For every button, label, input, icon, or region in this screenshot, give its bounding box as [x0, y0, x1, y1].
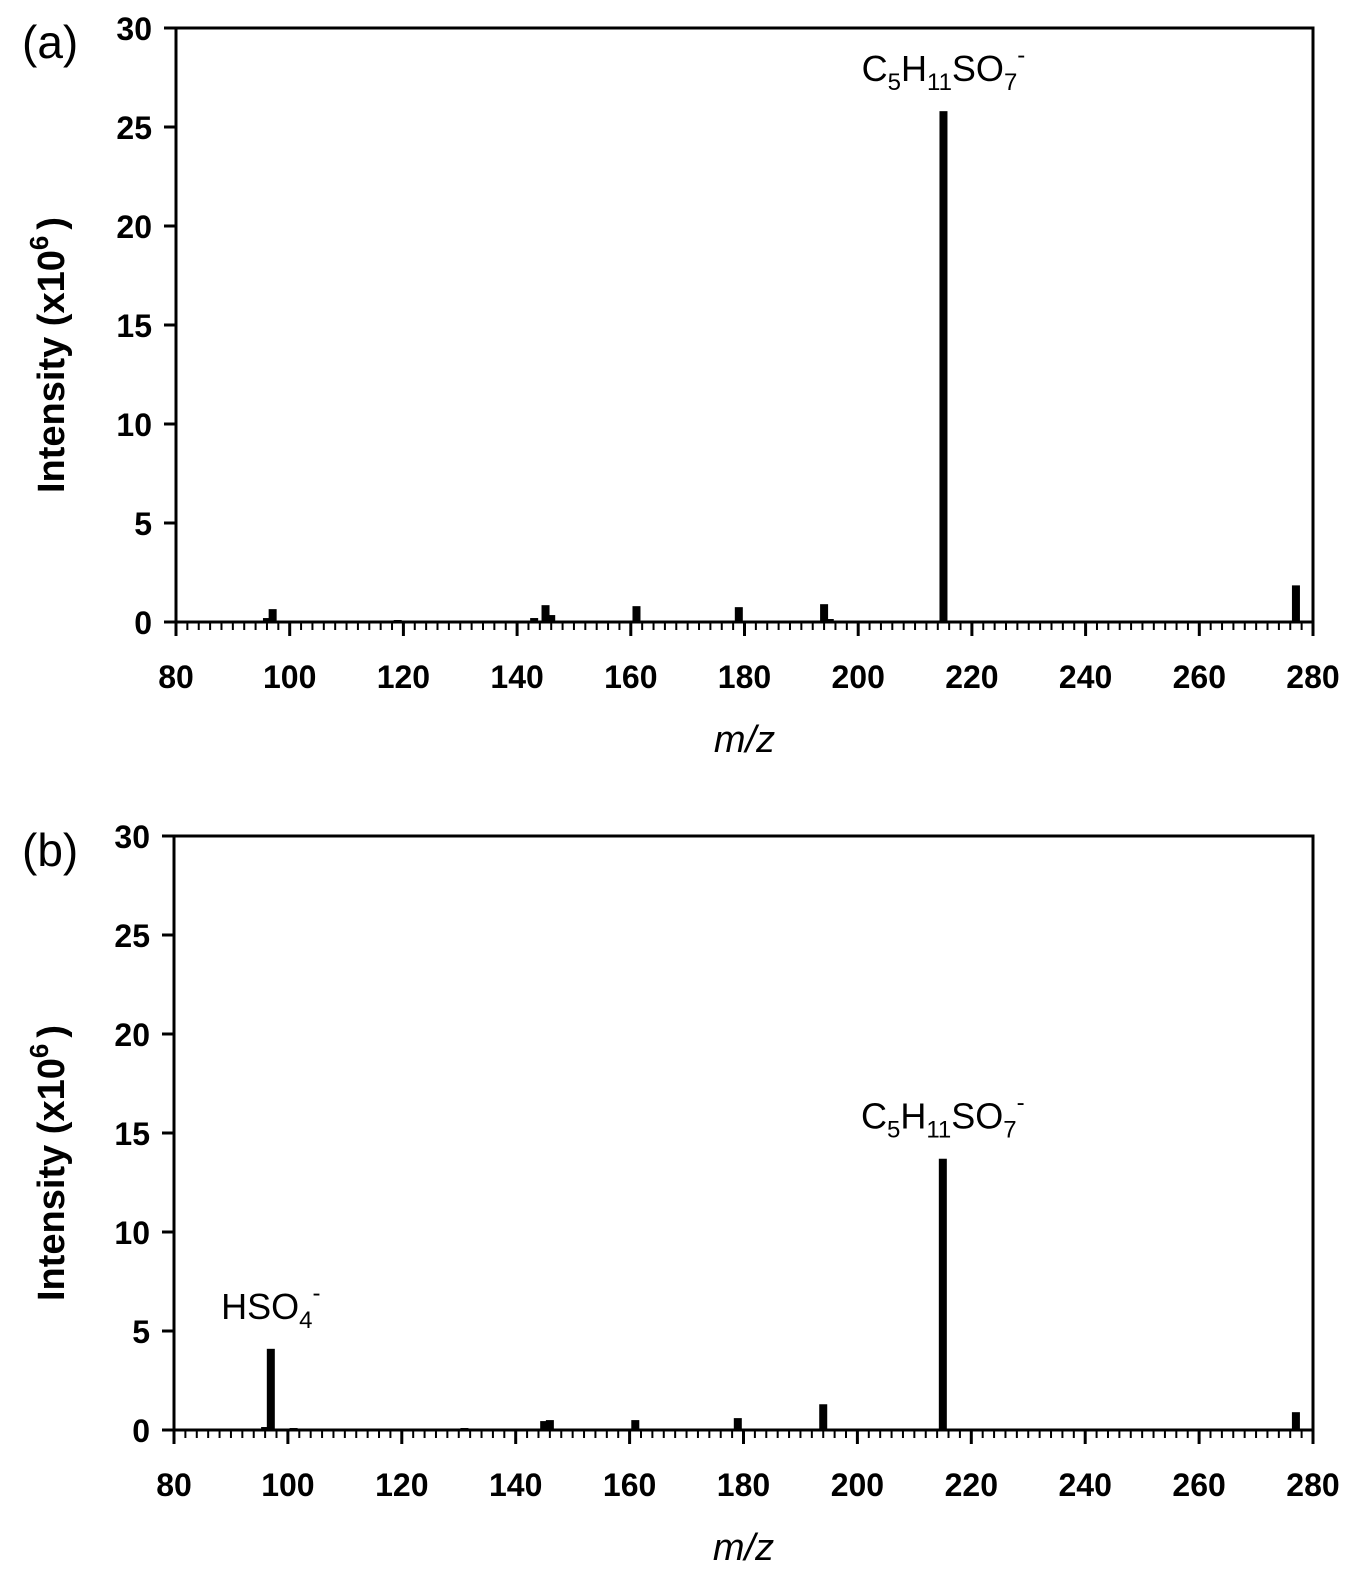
x-tick-label: 200 — [832, 659, 885, 695]
panel-a: 80 100 120 140 160 180 200 220 240 260 280 0 5 10 15 20… — [22, 11, 1340, 761]
peak-annotation: HSO4- — [221, 1280, 320, 1334]
annotation-part: HSO — [221, 1286, 299, 1327]
y-axis-title-exponent: 6 — [24, 1044, 54, 1058]
annotation-part: H — [901, 48, 927, 89]
annotation-part: - — [313, 1280, 321, 1307]
peak-bar — [825, 619, 834, 622]
annotation-part: 5 — [887, 1117, 900, 1144]
peak-bar — [540, 1421, 549, 1430]
annotation-part: 7 — [1003, 1117, 1016, 1144]
y-tick-label: 0 — [132, 1413, 150, 1449]
panel-b: 80 100 120 140 160 180 200 220 240 260 280 0 5 10 15 20… — [22, 819, 1340, 1569]
x-tick-label: 220 — [945, 1467, 998, 1503]
peak-bar — [261, 1427, 270, 1430]
panel-label: (a) — [22, 16, 78, 68]
y-tick-label: 0 — [134, 605, 152, 641]
peak-annotation: C5H11SO7- — [862, 42, 1026, 96]
annotation-part: 11 — [927, 69, 952, 96]
x-tick-label: 120 — [375, 1467, 428, 1503]
annotation-part: 5 — [888, 69, 901, 96]
peak-bar — [939, 111, 948, 622]
x-tick-label: 260 — [1173, 659, 1226, 695]
x-tick-label: 80 — [156, 1467, 192, 1503]
peak-bar — [632, 606, 641, 622]
annotation-part: - — [1017, 42, 1025, 69]
x-tick-label: 140 — [490, 659, 543, 695]
x-tick-label: 160 — [603, 1467, 656, 1503]
x-tick-label: 280 — [1286, 659, 1339, 695]
peak-bar — [820, 604, 829, 622]
y-tick-label: 20 — [116, 209, 152, 245]
y-tick-label: 30 — [116, 11, 152, 47]
y-axis-title: Intensity (x106) — [24, 217, 73, 493]
peak-bar — [262, 618, 271, 622]
peak-bar — [545, 1420, 554, 1430]
peak-bar — [266, 1348, 275, 1430]
annotation-part: 4 — [299, 1307, 312, 1334]
peak-bar — [819, 1404, 828, 1430]
peak-bar — [530, 618, 539, 622]
x-tick-label: 280 — [1286, 1467, 1339, 1503]
y-axis-title-text: Intensity (x10 — [31, 250, 73, 493]
y-axis-title-text: Intensity (x10 — [31, 1058, 73, 1301]
peak-bar — [733, 1418, 742, 1430]
plot-frame — [174, 26, 1315, 624]
x-tick-label: 100 — [263, 659, 316, 695]
peak-annotation: C5H11SO7- — [861, 1090, 1025, 1144]
y-tick-label: 10 — [114, 1215, 150, 1251]
peak-bar — [289, 1428, 298, 1430]
peak-bar — [938, 1158, 947, 1430]
peak-bar — [460, 1428, 469, 1430]
x-tick-label: 220 — [945, 659, 998, 695]
annotation-part: H — [900, 1096, 926, 1137]
y-tick-label: 20 — [114, 1017, 150, 1053]
annotation-part: C — [861, 1096, 887, 1137]
x-tick-label: 180 — [717, 1467, 770, 1503]
y-tick-label: 5 — [134, 506, 152, 542]
y-axis-title-exponent: 6 — [24, 236, 54, 250]
y-axis-title-close: ) — [31, 1025, 73, 1038]
x-tick-label: 260 — [1172, 1467, 1225, 1503]
y-axis-title: Intensity (x106) — [24, 1025, 73, 1301]
x-axis-title: m/z — [714, 719, 775, 761]
x-axis-title: m/z — [713, 1527, 774, 1569]
x-tick-label: 180 — [718, 659, 771, 695]
x-tick-label: 240 — [1059, 659, 1112, 695]
x-tick-label: 140 — [489, 1467, 542, 1503]
x-tick-label: 200 — [831, 1467, 884, 1503]
panel-label: (b) — [22, 824, 78, 876]
x-tick-label: 100 — [261, 1467, 314, 1503]
annotation-part: SO — [951, 1096, 1003, 1137]
annotation-part: - — [1017, 1090, 1025, 1117]
peak-bar — [393, 620, 402, 622]
peak-bar — [1291, 585, 1300, 622]
x-tick-label: 120 — [377, 659, 430, 695]
y-tick-label: 25 — [114, 918, 150, 954]
y-tick-label: 5 — [132, 1314, 150, 1350]
y-tick-label: 10 — [116, 407, 152, 443]
y-tick-label: 15 — [114, 1116, 150, 1152]
peak-bar — [268, 609, 277, 622]
peak-bar — [1291, 1412, 1300, 1430]
peak-bar — [734, 607, 743, 622]
x-tick-label: 80 — [158, 659, 194, 695]
x-tick-label: 240 — [1059, 1467, 1112, 1503]
peak-bar — [631, 1420, 640, 1430]
y-tick-label: 15 — [116, 308, 152, 344]
plot-frame — [172, 834, 1315, 1432]
annotation-part: C — [862, 48, 888, 89]
y-tick-label: 30 — [114, 819, 150, 855]
peak-bar — [541, 605, 550, 622]
x-tick-label: 160 — [604, 659, 657, 695]
y-tick-label: 25 — [116, 110, 152, 146]
peak-bar — [547, 615, 556, 622]
annotation-part: 7 — [1004, 69, 1017, 96]
annotation-part: 11 — [926, 1117, 951, 1144]
y-axis-title-close: ) — [31, 217, 73, 230]
annotation-part: SO — [952, 48, 1004, 89]
